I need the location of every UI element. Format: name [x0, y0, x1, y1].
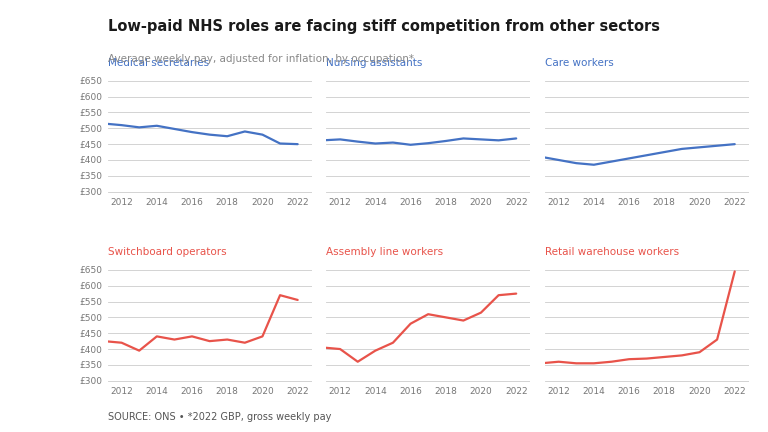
Text: Care workers: Care workers: [545, 58, 614, 68]
Text: Average weekly pay, adjusted for inflation, by occupation*: Average weekly pay, adjusted for inflati…: [108, 54, 413, 64]
Text: Nursing assistants: Nursing assistants: [326, 58, 422, 68]
Text: Low-paid NHS roles are facing stiff competition from other sectors: Low-paid NHS roles are facing stiff comp…: [108, 19, 660, 35]
Text: Switchboard operators: Switchboard operators: [108, 247, 226, 257]
Text: Retail warehouse workers: Retail warehouse workers: [545, 247, 679, 257]
Text: Medical secretaries: Medical secretaries: [108, 58, 209, 68]
Text: SOURCE: ONS • *2022 GBP, gross weekly pay: SOURCE: ONS • *2022 GBP, gross weekly pa…: [108, 413, 331, 422]
Text: Assembly line workers: Assembly line workers: [326, 247, 443, 257]
